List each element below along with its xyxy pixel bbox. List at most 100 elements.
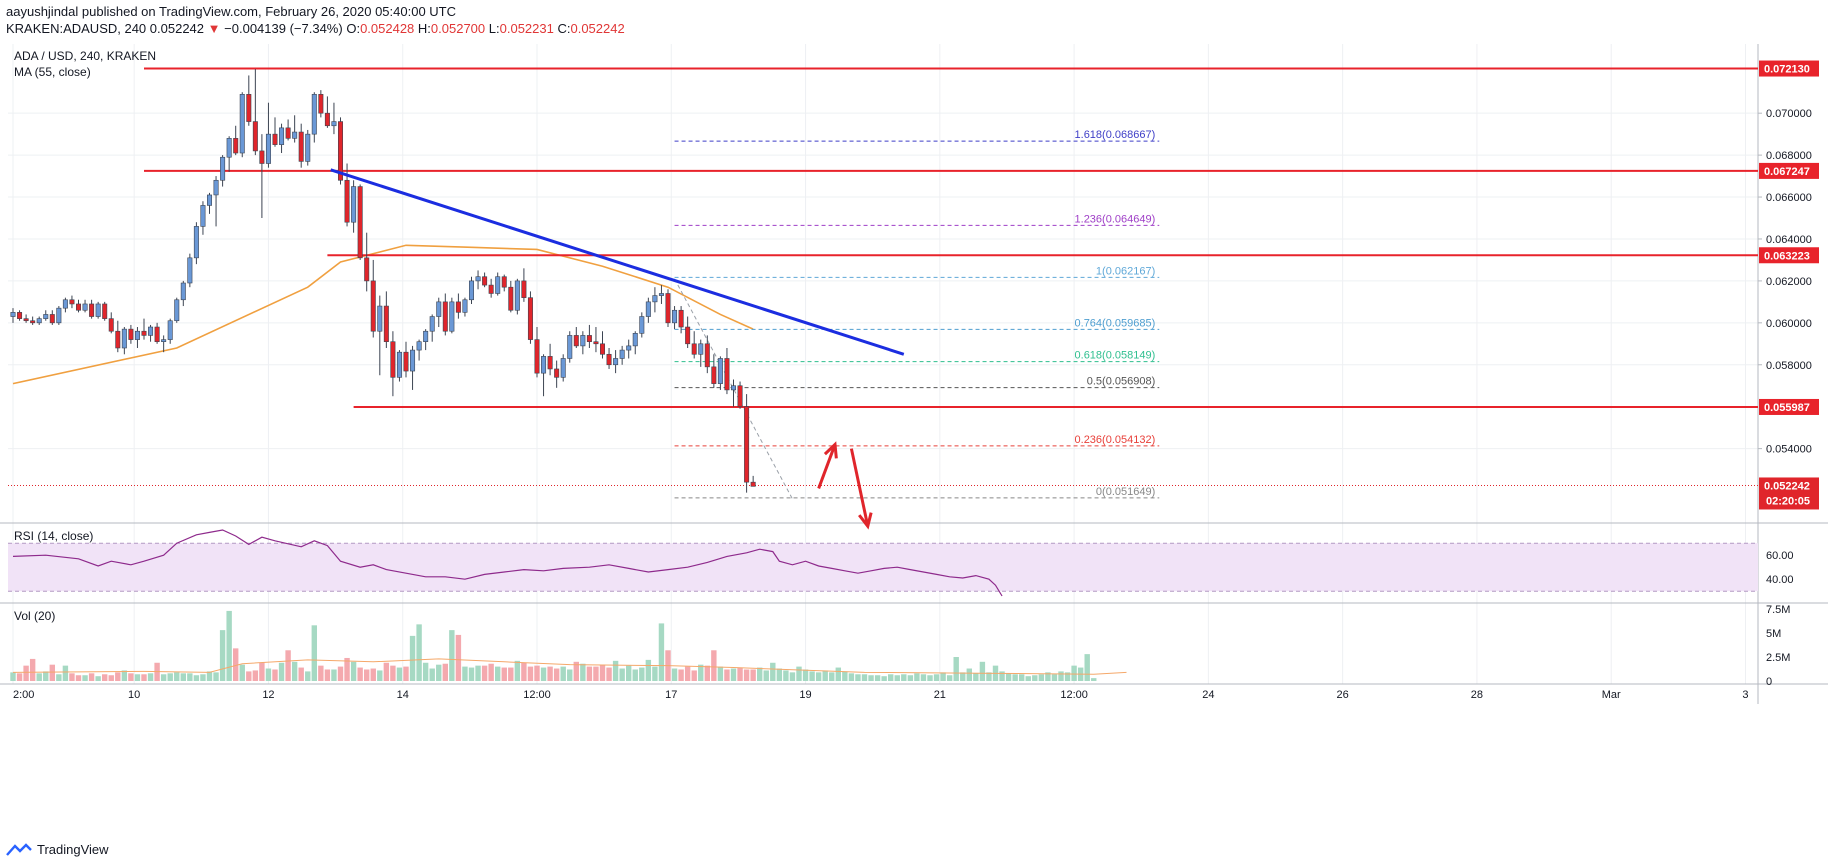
last-price-label: 0.052242 <box>1764 480 1810 492</box>
candle-down <box>501 276 507 288</box>
volume-bar <box>370 668 376 681</box>
volume-bar <box>396 667 403 681</box>
price-tick-label: 0.062000 <box>1766 276 1812 288</box>
volume-bar <box>573 661 579 681</box>
volume-bar <box>311 625 317 681</box>
volume-bar <box>691 670 697 681</box>
candle-up <box>239 94 245 154</box>
volume-bar <box>704 665 710 681</box>
volume-bar <box>141 674 147 681</box>
volume-bar <box>593 666 599 681</box>
fib-level-label: 0.236(0.054132) <box>1075 434 1156 446</box>
volume-bar <box>160 674 167 681</box>
volume-ma-line <box>12 658 1127 675</box>
candle-down <box>318 94 324 114</box>
volume-bar <box>488 663 494 681</box>
volume-bar <box>868 675 874 681</box>
time-tick-label: 14 <box>397 689 409 701</box>
volume-bar <box>743 669 750 681</box>
author-name[interactable]: aayushjindal <box>6 4 79 19</box>
candle-down <box>390 341 396 378</box>
low-label: L: <box>488 21 500 36</box>
candle-down <box>744 406 750 483</box>
volume-bar <box>560 666 566 681</box>
volume-bar <box>239 664 245 681</box>
symbol-label: KRAKEN:ADAUSD, 240 <box>6 21 147 36</box>
volume-bar <box>246 671 252 681</box>
candle-down <box>593 341 599 345</box>
candle-down <box>324 112 330 127</box>
volume-bar <box>842 671 848 681</box>
legends: ADA / USD, 240, KRAKEN MA (55, close) RSI … <box>14 49 156 623</box>
ma-path <box>12 244 754 385</box>
publish-info: published on TradingView.com, February 2… <box>81 4 457 19</box>
volume-ma-path <box>12 658 1127 675</box>
volume-bar <box>953 657 959 681</box>
rsi-band-fill <box>8 543 1758 592</box>
volume-bar <box>783 670 789 681</box>
price-tick-label: 0.064000 <box>1766 234 1812 246</box>
volume-bar <box>547 666 553 681</box>
volume-bar <box>619 668 625 681</box>
candle-down <box>233 138 239 154</box>
fib-level-label: 0.618(0.058149) <box>1075 350 1156 362</box>
volume-bar <box>626 665 632 681</box>
volume-bar <box>658 623 665 681</box>
close-value: 0.052242 <box>570 21 625 36</box>
volume-bar <box>960 672 966 681</box>
volume-bar <box>29 658 36 681</box>
volume-bar <box>881 676 887 681</box>
high-label: H: <box>417 21 431 36</box>
volume-bar <box>49 664 55 681</box>
volume-bar <box>298 667 304 681</box>
candle-down <box>521 280 527 298</box>
annotation-arrowhead <box>858 512 873 530</box>
volume-bar <box>36 673 42 681</box>
volume-bar <box>907 675 914 681</box>
chart-frame[interactable]: 1.618(0.068667) 1.236(0.064649) 1(0.062167… <box>0 44 1828 836</box>
candles <box>10 69 756 493</box>
volume-bar <box>75 675 82 681</box>
fib-level-label: 0(0.051649) <box>1096 486 1155 498</box>
symbol-legend: ADA / USD, 240, KRAKEN <box>14 49 156 63</box>
candle-up <box>410 349 416 372</box>
last-price-tag <box>1759 477 1819 510</box>
low-value: 0.052231 <box>499 21 554 36</box>
candle-down <box>370 280 376 332</box>
descending-trend-line <box>330 168 905 356</box>
candle-up <box>95 303 101 317</box>
volume-bar <box>822 670 828 681</box>
volume-bar <box>174 672 180 681</box>
candle-down <box>691 343 697 355</box>
candle-down <box>285 127 291 139</box>
volume-bar <box>514 660 521 681</box>
resistance-price-tag <box>1759 162 1819 179</box>
candle-up <box>730 385 736 391</box>
volume-bar <box>128 673 134 681</box>
volume-bar <box>567 669 573 681</box>
volume-bar <box>894 675 900 681</box>
resistance-price-label: 0.067247 <box>1764 166 1810 178</box>
rsi-tick-label: 40.00 <box>1766 574 1794 586</box>
candle-up <box>187 257 193 284</box>
chart-header: aayushjindal published on TradingView.co… <box>6 3 625 37</box>
candle-down <box>573 335 579 347</box>
candle-up <box>377 305 383 332</box>
candle-up <box>207 194 213 206</box>
volume-bar <box>1038 674 1045 681</box>
change-down-icon: ▼ <box>207 21 221 36</box>
tradingview-logo-icon <box>6 842 32 856</box>
candle-down <box>141 330 147 336</box>
candle-down <box>678 309 684 328</box>
volume-bar <box>750 669 756 681</box>
volume-bar <box>449 630 455 681</box>
candle-down <box>102 303 108 319</box>
volume-bar <box>265 668 272 681</box>
price-tick-label: 0.068000 <box>1766 150 1812 162</box>
candle-down <box>357 186 363 259</box>
volume-bar <box>69 673 75 681</box>
volume-tick-label: 0 <box>1766 676 1772 688</box>
candle-down <box>547 356 553 370</box>
chart-canvas[interactable]: 1.618(0.068667) 1.236(0.064649) 1(0.062167… <box>0 44 1828 836</box>
candle-down <box>599 343 605 355</box>
